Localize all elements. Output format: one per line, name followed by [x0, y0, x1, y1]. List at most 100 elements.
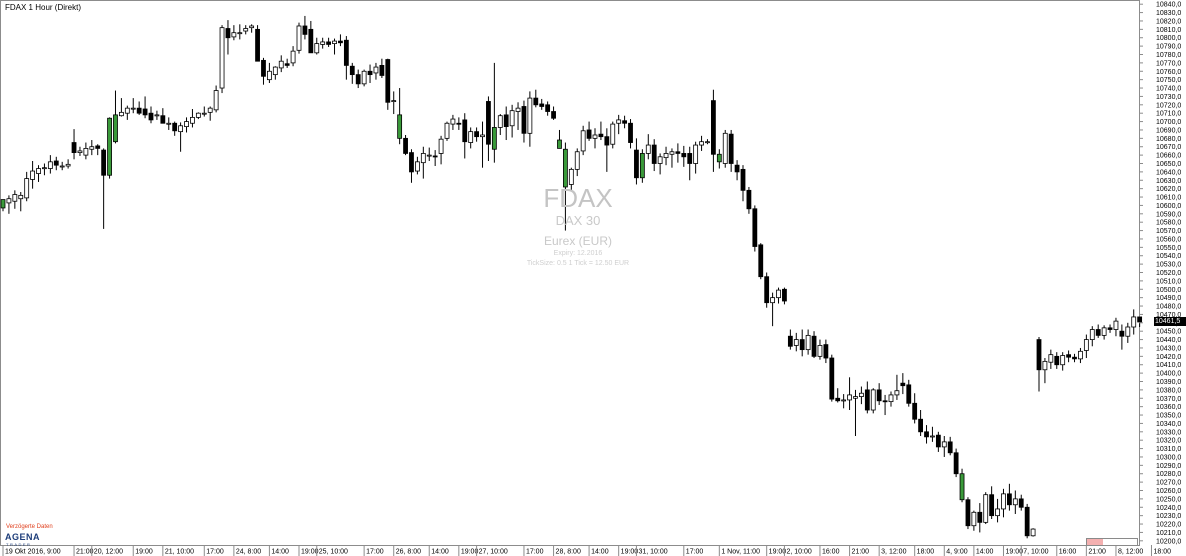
x-tick-label: 16:00	[822, 549, 840, 556]
x-tick-label: 21, 10:00	[165, 549, 194, 556]
candle	[367, 64, 373, 84]
candle-body	[533, 97, 539, 106]
y-tick-label: 10810,0	[1156, 27, 1181, 34]
x-tick-label: 19:00	[301, 549, 319, 556]
y-tick-label: 10370,0	[1156, 396, 1181, 403]
candle	[574, 148, 580, 177]
y-tick-label: 10410,0	[1156, 362, 1181, 369]
candle-body	[610, 123, 616, 145]
y-tick-label: 10820,0	[1156, 18, 1181, 25]
y-tick-label: 10830,0	[1156, 10, 1181, 17]
x-tick-label: 7, 10:00	[1023, 549, 1048, 556]
time-axis[interactable]: 19 Okt 2016, 9:00 21:00 20, 12:00 19:00 21, …	[0, 545, 1171, 556]
candle-body	[758, 244, 764, 278]
candle	[1007, 483, 1012, 511]
candle-body	[491, 127, 497, 150]
candle-body	[1107, 327, 1113, 330]
candle	[450, 114, 456, 130]
candle-body	[6, 198, 12, 204]
candle-body	[272, 66, 278, 76]
candle-body	[551, 111, 556, 119]
candle-body	[1072, 356, 1077, 360]
candle-body	[574, 151, 580, 170]
candle-body	[699, 141, 704, 146]
y-tick-label: 10560,0	[1156, 236, 1181, 243]
y-tick-label: 10340,0	[1156, 421, 1181, 428]
candle	[1125, 322, 1131, 343]
candle	[107, 117, 112, 179]
candle	[841, 394, 847, 409]
candle-body	[687, 153, 693, 164]
x-tick-label: 2, 10:00	[786, 549, 811, 556]
candle	[166, 117, 172, 130]
x-tick-label: 24, 8:00	[236, 549, 261, 556]
y-tick-label: 10200,0	[1156, 538, 1181, 545]
candle-body	[47, 161, 53, 169]
chart-scrollbar[interactable]	[1086, 538, 1138, 546]
candle	[734, 160, 740, 181]
candle-body	[355, 74, 361, 85]
candle	[0, 199, 6, 212]
candle	[255, 25, 260, 62]
candle-body	[1089, 329, 1095, 340]
candle	[847, 377, 852, 411]
chart-scrollbar-thumb[interactable]	[1087, 539, 1103, 545]
candle	[65, 159, 71, 169]
candle-body	[515, 107, 521, 112]
candle	[491, 62, 497, 163]
candle	[1042, 358, 1048, 384]
candle-body	[420, 153, 426, 164]
y-tick-label: 10800,0	[1156, 35, 1181, 42]
candle	[793, 332, 799, 352]
candle-body	[207, 107, 213, 113]
candle	[373, 62, 379, 80]
y-tick-label: 10660,0	[1156, 153, 1181, 160]
y-tick-label: 10530,0	[1156, 262, 1181, 269]
candle-body	[835, 397, 841, 402]
candle-body	[438, 138, 444, 154]
candle	[634, 138, 639, 185]
candle	[746, 186, 752, 214]
candle-body	[474, 131, 480, 138]
candle	[444, 121, 450, 141]
candle	[148, 106, 154, 124]
candle-body	[201, 112, 207, 115]
candle-body	[1030, 528, 1036, 537]
x-tick-label: 14:00	[591, 549, 609, 556]
candle-body	[924, 431, 929, 438]
candle-body	[953, 452, 959, 475]
candle-body	[598, 133, 604, 138]
y-tick-label: 10760,0	[1156, 69, 1181, 76]
x-tick-label: 14:00	[271, 549, 289, 556]
candle-body	[1131, 316, 1137, 328]
candle-body	[12, 194, 18, 202]
candle	[480, 121, 485, 168]
candle-body	[367, 70, 373, 76]
candle-body	[1125, 326, 1131, 337]
y-tick-label: 10650,0	[1156, 161, 1181, 168]
candle-body	[864, 389, 870, 411]
candle-body	[237, 32, 243, 35]
candle	[995, 498, 1000, 523]
candle-body	[1012, 498, 1018, 506]
candle-body	[450, 118, 456, 125]
candle-body	[628, 122, 633, 143]
candle-body	[870, 389, 876, 411]
candle	[462, 113, 468, 159]
y-tick-label: 10610,0	[1156, 195, 1181, 202]
candle-body	[764, 276, 770, 304]
y-tick-label: 10640,0	[1156, 169, 1181, 176]
y-tick-label: 10310,0	[1156, 446, 1181, 453]
candle	[497, 114, 503, 135]
candle	[420, 146, 426, 179]
candle-body	[876, 389, 882, 402]
candle	[669, 148, 675, 168]
candle-body	[497, 115, 503, 128]
candle-body	[527, 97, 533, 134]
candle	[823, 339, 829, 364]
y-tick-label: 10720,0	[1156, 102, 1181, 109]
candle-body	[521, 106, 527, 134]
candle-body	[320, 41, 326, 45]
